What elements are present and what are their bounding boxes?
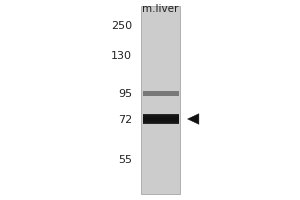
Text: 250: 250 — [111, 21, 132, 31]
Bar — [142, 91, 178, 96]
Bar — [142, 119, 178, 120]
Text: 130: 130 — [111, 51, 132, 61]
Bar — [142, 121, 178, 122]
Bar — [141, 6, 180, 194]
Bar — [142, 114, 178, 124]
Bar — [142, 122, 178, 123]
Bar — [142, 116, 178, 117]
Text: 95: 95 — [118, 89, 132, 99]
Bar — [142, 117, 178, 118]
Bar — [142, 118, 178, 119]
Text: 55: 55 — [118, 155, 132, 165]
Bar — [142, 115, 178, 116]
Text: 72: 72 — [118, 115, 132, 125]
Bar — [142, 120, 178, 121]
Text: m.liver: m.liver — [142, 4, 179, 14]
Polygon shape — [188, 114, 199, 124]
